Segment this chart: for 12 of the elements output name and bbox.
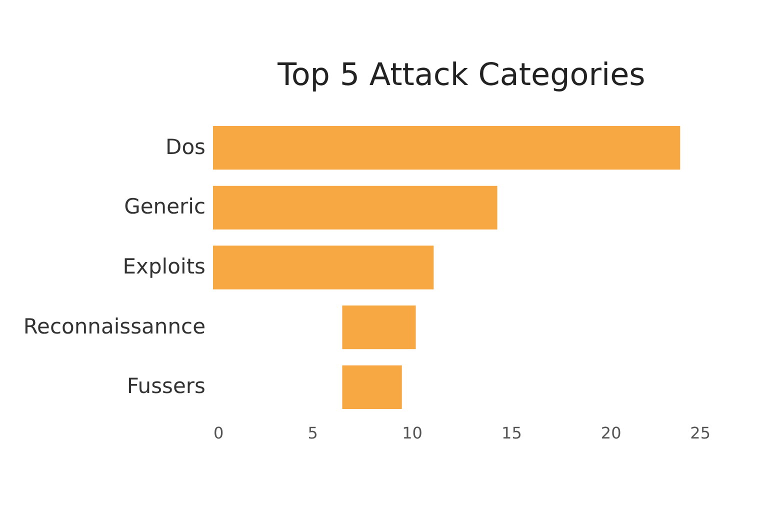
x-tick-label: 10 [402,424,422,442]
x-tick-label: 0 [214,424,224,442]
y-tick-label: Exploits [122,254,206,278]
x-tick-label: 5 [308,424,318,442]
x-tick-label: 20 [600,424,622,442]
x-tick-label: 25 [690,424,710,442]
chart-title: Top 5 Attack Categories [276,57,646,93]
y-tick-label: Generic [124,194,206,219]
y-tick-label: Dos [166,134,206,159]
x-tick-label: 15 [502,424,522,442]
y-tick-label: Reconnaissannce [23,314,206,338]
y-tick-label: Fussers [126,374,206,398]
